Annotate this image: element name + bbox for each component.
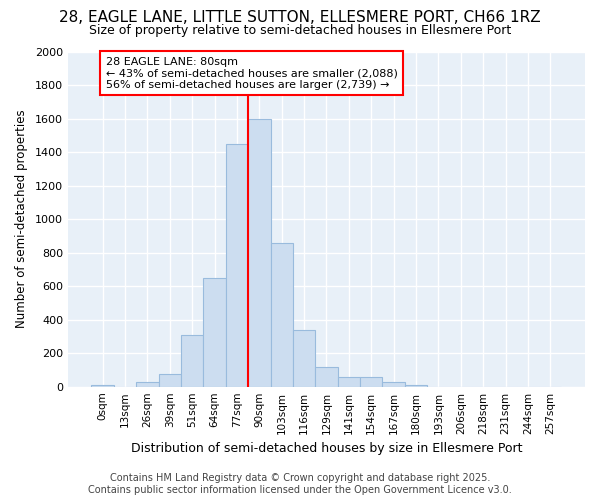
Bar (181, 334, 203, 386)
Bar (293, 330, 315, 386)
Bar (203, 278, 226, 386)
X-axis label: Distribution of semi-detached houses by size in Ellesmere Port: Distribution of semi-detached houses by … (131, 442, 522, 455)
Bar (338, 376, 360, 386)
Bar (382, 382, 405, 386)
Bar (136, 382, 158, 386)
Text: Size of property relative to semi-detached houses in Ellesmere Port: Size of property relative to semi-detach… (89, 24, 511, 37)
Text: Contains HM Land Registry data © Crown copyright and database right 2025.
Contai: Contains HM Land Registry data © Crown c… (88, 474, 512, 495)
Bar (226, 144, 248, 386)
Y-axis label: Number of semi-detached properties: Number of semi-detached properties (15, 110, 28, 328)
Bar (405, 385, 427, 386)
Text: 28 EAGLE LANE: 80sqm
← 43% of semi-detached houses are smaller (2,088)
56% of se: 28 EAGLE LANE: 80sqm ← 43% of semi-detac… (106, 56, 398, 90)
Bar (315, 366, 338, 386)
Bar (158, 374, 181, 386)
Bar (271, 242, 293, 386)
Bar (360, 378, 382, 386)
Text: 28, EAGLE LANE, LITTLE SUTTON, ELLESMERE PORT, CH66 1RZ: 28, EAGLE LANE, LITTLE SUTTON, ELLESMERE… (59, 10, 541, 25)
Bar (91, 385, 114, 386)
Bar (248, 118, 271, 386)
